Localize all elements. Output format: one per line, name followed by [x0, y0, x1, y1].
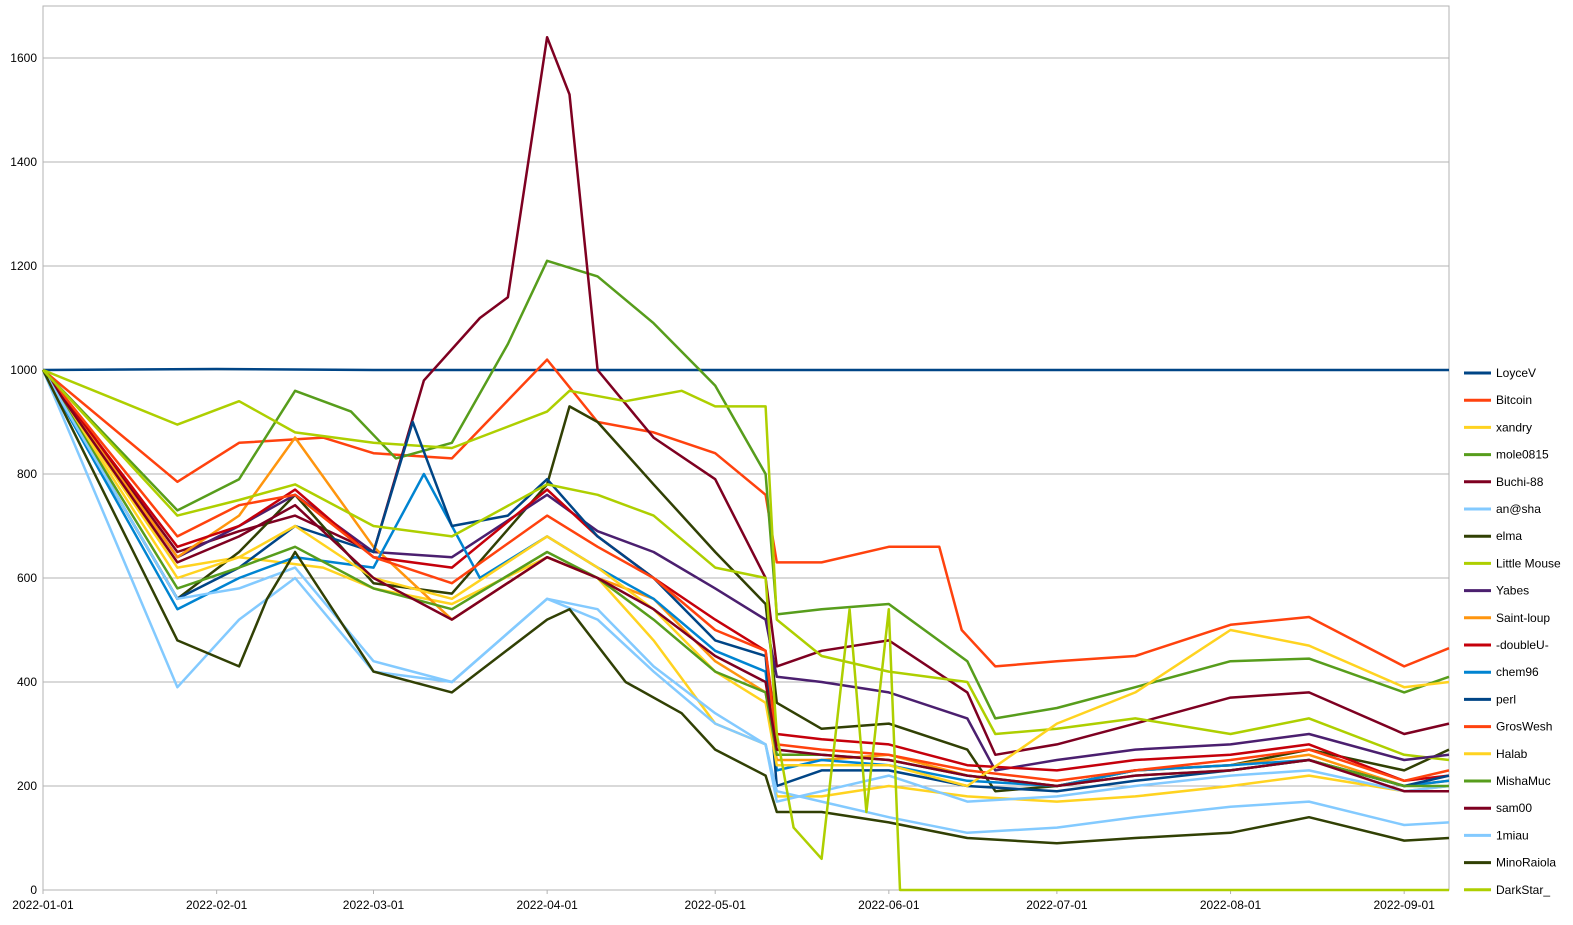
- y-tick-label: 200: [17, 779, 37, 793]
- legend-label: an@sha: [1496, 502, 1541, 516]
- x-tick-label: 2022-04-01: [516, 898, 578, 912]
- legend-label: Bitcoin: [1496, 393, 1532, 407]
- series-line-perl: [41, 369, 1450, 793]
- y-tick-label: 0: [30, 883, 37, 897]
- legend-label: GrosWesh: [1496, 720, 1552, 734]
- x-tick-label: 2022-01-01: [12, 898, 74, 912]
- series-line-little-mouse: [42, 368, 1450, 762]
- gridlines: [42, 5, 1450, 891]
- legend-label: LoyceV: [1496, 366, 1536, 380]
- legend-label: Halab: [1496, 747, 1528, 761]
- x-tick-label: 2022-02-01: [186, 898, 248, 912]
- series-line-chem96: [41, 369, 1450, 788]
- y-tick-label: 1600: [10, 51, 37, 65]
- series-line-sam00: [41, 369, 1449, 793]
- series-line-minoraiola: [41, 369, 1450, 845]
- legend-label: Little Mouse: [1496, 556, 1561, 570]
- legend-label: sam00: [1496, 801, 1532, 815]
- x-tick-label: 2022-03-01: [343, 898, 405, 912]
- x-tick-label: 2022-08-01: [1200, 898, 1262, 912]
- legend-label: Yabes: [1496, 584, 1529, 598]
- legend-label: Buchi-88: [1496, 475, 1544, 489]
- plot-frame: [42, 5, 1450, 891]
- legend: LoyceV Bitcoin xandry mole0815 Buchi-88 an@sh…: [1464, 366, 1561, 897]
- legend-label: mole0815: [1496, 448, 1549, 462]
- legend-label: xandry: [1496, 420, 1532, 434]
- series-line-groswesh: [42, 369, 1450, 783]
- series-line-halab: [41, 369, 1450, 788]
- series-line-darkstar-: [42, 369, 1449, 892]
- x-tick-label: 2022-07-01: [1026, 898, 1088, 912]
- legend-label: 1miau: [1496, 828, 1529, 842]
- legend-label: chem96: [1496, 665, 1539, 679]
- y-tick-label: 400: [17, 675, 37, 689]
- x-tick-label: 2022-05-01: [684, 898, 746, 912]
- x-tick-label: 2022-09-01: [1373, 898, 1435, 912]
- legend-label: -doubleU-: [1496, 638, 1549, 652]
- y-tick-label: 600: [17, 571, 37, 585]
- legend-label: DarkStar_: [1496, 883, 1550, 897]
- y-tick-label: 1400: [10, 155, 37, 169]
- series-line-1miau: [41, 369, 1450, 835]
- series-line-loycev: [42, 367, 1449, 372]
- series-line-bitcoin: [42, 358, 1450, 668]
- x-tick-label: 2022-06-01: [858, 898, 920, 912]
- y-tick-label: 1200: [10, 259, 37, 273]
- series-lines: [41, 35, 1450, 892]
- y-tick-label: 800: [17, 467, 37, 481]
- legend-label: Saint-loup: [1496, 611, 1550, 625]
- y-tick-label: 1000: [10, 363, 37, 377]
- axes: 0 200 400 600 800 1000 1200 1400 1600 2022-01-01 2…: [10, 51, 1435, 912]
- legend-label: perl: [1496, 692, 1516, 706]
- legend-label: MishaMuc: [1496, 774, 1551, 788]
- legend-label: MinoRaiola: [1496, 856, 1556, 870]
- legend-label: elma: [1496, 529, 1522, 543]
